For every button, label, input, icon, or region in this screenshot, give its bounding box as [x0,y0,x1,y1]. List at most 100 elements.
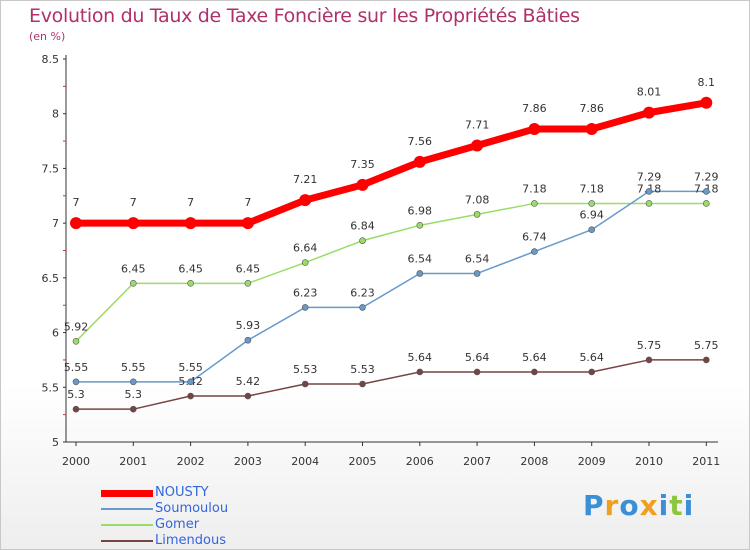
data-label: 5.3 [125,388,143,401]
data-point [471,139,484,152]
chart-title: Evolution du Taux de Taxe Foncière sur l… [29,5,580,27]
logo-letter: r [604,489,620,522]
data-point [187,392,194,400]
data-point [187,378,194,386]
y-tick-label: 7.5 [42,162,60,175]
data-point [359,380,366,388]
x-tick-label: 2000 [62,455,90,468]
data-label: 6.23 [350,286,375,299]
x-tick-label: 2005 [349,455,377,468]
data-point [416,368,424,376]
data-point [702,188,710,195]
data-point [301,259,309,266]
logo-letter: o [619,489,640,522]
data-label: 6.84 [350,220,375,233]
legend-item: Limendous [101,533,228,549]
data-point [244,392,252,400]
data-label: 8.1 [698,76,716,89]
data-point [130,378,137,386]
data-label: 7.29 [637,170,662,183]
series-line-soumoulou [76,190,707,383]
data-point [702,356,710,364]
logo-letter: i [683,489,695,522]
logo-letter: t [669,489,684,522]
legend-swatch [101,489,153,497]
x-tick-label: 2006 [406,455,434,468]
x-tick-label: 2002 [177,455,205,468]
data-point [356,178,369,191]
data-label: 6.45 [178,262,203,275]
data-label: 7.08 [465,193,490,206]
data-label: 7.21 [293,173,318,186]
data-point [72,378,80,386]
y-tick-label: 8.5 [42,53,60,66]
legend-swatch [101,508,153,510]
data-label: 7.56 [408,135,433,148]
data-point [473,211,481,218]
data-point [531,248,538,255]
data-label: 6.45 [236,262,261,275]
data-label: 6.23 [293,286,318,299]
data-label: 5.64 [522,351,547,364]
logo-letter: P [583,489,605,522]
data-label: 7.35 [350,158,375,171]
data-point [700,96,713,109]
data-point [184,217,197,230]
data-point [359,237,366,244]
data-point [585,123,598,136]
data-label: 5.75 [637,339,662,352]
data-point [531,368,538,376]
series-line-limendous [76,359,707,410]
data-point [588,226,596,234]
data-point [473,368,481,376]
y-tick-label: 6 [52,327,59,340]
y-unit-label: (en %) [29,30,66,43]
legend: NOUSTY Soumoulou Gomer Limendous [101,485,228,549]
data-label: 5.53 [293,363,318,376]
data-label: 7.29 [694,170,719,183]
data-point [70,217,82,230]
x-tick-label: 2001 [119,455,147,468]
data-point [416,222,424,229]
data-point [299,194,312,207]
x-tick-label: 2010 [635,455,663,468]
data-label: 5.55 [178,361,203,374]
legend-swatch [101,540,153,542]
data-label: 6.74 [522,231,547,244]
logo-letter: x [639,489,659,522]
x-tick-label: 2003 [234,455,262,468]
data-label: 6.98 [408,204,433,217]
data-label: 5.42 [236,375,261,388]
data-label: 7 [130,196,137,209]
data-point [244,336,252,344]
proxiti-logo: Proxiti [583,489,694,522]
legend-swatch [101,524,153,526]
data-point [528,123,541,136]
x-tick-label: 2004 [291,455,319,468]
data-point [359,304,366,311]
data-label: 5.64 [579,351,604,364]
series-line-gomer [75,202,707,342]
data-label: 7.86 [579,102,604,115]
data-label: 7.86 [522,102,547,115]
data-label: 5.64 [465,351,490,364]
data-point [127,217,140,230]
legend-item: Soumoulou [101,501,228,517]
data-point [645,356,653,364]
data-point [301,380,309,388]
legend-item: Gomer [101,517,228,533]
data-label: 5.3 [67,388,85,401]
data-label: 7 [187,196,194,209]
data-point [643,106,655,119]
data-point [473,270,481,277]
data-label: 7 [73,196,80,209]
data-point [301,304,309,311]
data-label: 5.93 [236,319,261,332]
logo-letter: i [658,489,670,522]
data-point [413,155,426,168]
data-point [416,270,424,277]
data-label: 5.55 [121,361,146,374]
y-tick-label: 8 [52,108,59,121]
